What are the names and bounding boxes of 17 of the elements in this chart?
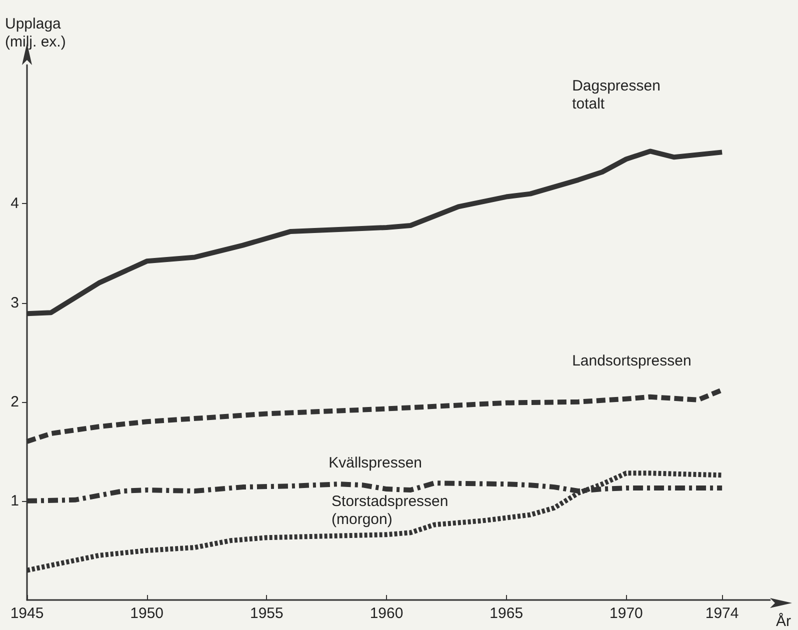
x-tick-label: 1950	[130, 605, 164, 622]
x-tick-label: 1970	[610, 605, 643, 622]
y-axis-title: Upplaga (milj. ex.)	[5, 16, 66, 50]
y-tick-label: 2	[10, 393, 19, 410]
y-tick-label: 4	[10, 195, 19, 212]
x-tick-label: 1945	[10, 605, 44, 622]
y-tick-label: 1	[10, 492, 19, 510]
text: Dagspressen totalt	[572, 78, 665, 113]
x-tick-label: 1960	[370, 605, 404, 622]
x-axis-title: År	[776, 612, 792, 630]
x-tick-label: 1955	[250, 605, 284, 622]
x-tick-label: 1974	[705, 605, 739, 622]
y-tick-label: 3	[10, 294, 19, 312]
series-label: Landsortspressen	[572, 352, 692, 370]
x-tick-label: 1965	[490, 605, 524, 622]
series-label: Kvällspressen	[328, 454, 422, 472]
series-label: Storstadspressen (morgon)	[332, 493, 452, 528]
